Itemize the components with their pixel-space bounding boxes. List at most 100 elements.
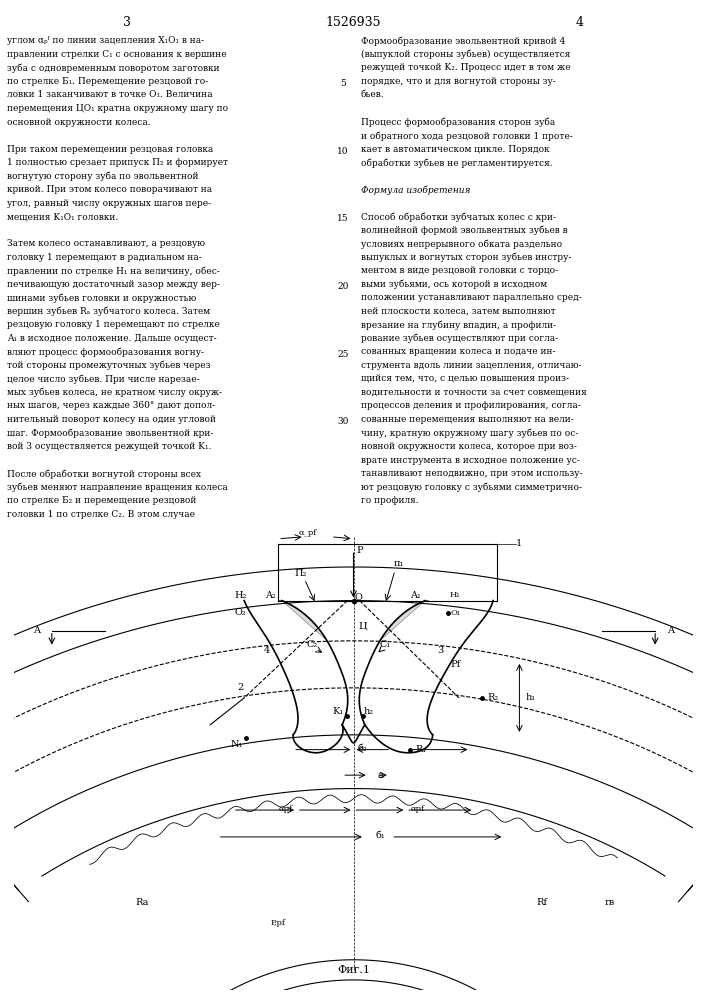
Text: той стороны промежуточных зубьев через: той стороны промежуточных зубьев через	[7, 361, 211, 370]
Text: Способ обработки зубчатых колес с кри-: Способ обработки зубчатых колес с кри-	[361, 212, 556, 222]
Text: го профиля.: го профиля.	[361, 496, 419, 505]
Text: Ц: Ц	[358, 622, 367, 631]
Text: K₁: K₁	[333, 707, 344, 716]
Text: 3: 3	[437, 646, 443, 655]
Text: P: P	[356, 546, 363, 555]
Text: Pf: Pf	[450, 660, 460, 669]
Text: Фиг.1: Фиг.1	[337, 965, 370, 975]
Text: порядке, что и для вогнутой стороны зу-: порядке, что и для вогнутой стороны зу-	[361, 77, 555, 86]
Text: a: a	[377, 771, 382, 780]
Text: щийся тем, что, с целью повышения произ-: щийся тем, что, с целью повышения произ-	[361, 374, 568, 383]
Text: б₁: б₁	[375, 831, 385, 840]
Text: П₂: П₂	[295, 569, 307, 578]
Text: рование зубьев осуществляют при согла-: рование зубьев осуществляют при согла-	[361, 334, 558, 343]
Text: A: A	[667, 626, 674, 635]
Text: головку 1 перемещают в радиальном на-: головку 1 перемещают в радиальном на-	[7, 253, 201, 262]
Text: A₁ в исходное положение. Дальше осущест-: A₁ в исходное положение. Дальше осущест-	[7, 334, 216, 343]
Text: 3: 3	[123, 16, 132, 29]
Text: Затем колесо останавливают, а резцовую: Затем колесо останавливают, а резцовую	[7, 239, 205, 248]
Text: б₂: б₂	[358, 744, 368, 753]
Text: по стрелке Б₂ и перемещение резцовой: по стрелке Б₂ и перемещение резцовой	[7, 496, 197, 505]
Text: условиях непрерывного обката раздельно: условиях непрерывного обката раздельно	[361, 239, 561, 249]
Text: После обработки вогнутой стороны всех: После обработки вогнутой стороны всех	[7, 469, 201, 479]
Text: шинами зубьев головки и окружностью: шинами зубьев головки и окружностью	[7, 293, 197, 303]
Text: положении устанавливают параллельно сред-: положении устанавливают параллельно сред…	[361, 293, 581, 302]
Text: A₁: A₁	[410, 591, 421, 600]
Text: H₁: H₁	[450, 591, 461, 599]
Text: целое число зубьев. При числе нарезае-: целое число зубьев. При числе нарезае-	[7, 374, 199, 384]
Text: выпуклых и вогнутых сторон зубьев инстру-: выпуклых и вогнутых сторон зубьев инстру…	[361, 253, 571, 262]
Text: обработки зубьев не регламентируется.: обработки зубьев не регламентируется.	[361, 158, 552, 168]
Text: п₁: п₁	[394, 559, 404, 568]
Text: перемещения ЦO₁ кратна окружному шагу по: перемещения ЦO₁ кратна окружному шагу по	[7, 104, 228, 113]
Text: врезание на глубину впадин, а профили-: врезание на глубину впадин, а профили-	[361, 320, 556, 330]
Text: A: A	[33, 626, 40, 635]
Text: угол, равный числу окружных шагов пере-: угол, равный числу окружных шагов пере-	[7, 199, 211, 208]
Text: R₁: R₁	[416, 745, 427, 754]
Text: шаг. Формообразование эвольвентной кри-: шаг. Формообразование эвольвентной кри-	[7, 428, 214, 438]
Text: Процесс формообразования сторон зуба: Процесс формообразования сторон зуба	[361, 118, 555, 127]
Text: и обратного хода резцовой головки 1 проте-: и обратного хода резцовой головки 1 прот…	[361, 131, 573, 141]
Text: 5: 5	[340, 79, 346, 88]
Text: бьев.: бьев.	[361, 90, 384, 99]
Text: ментом в виде резцовой головки с торцо-: ментом в виде резцовой головки с торцо-	[361, 266, 558, 275]
Text: основной окружности колеса.: основной окружности колеса.	[7, 118, 151, 127]
Polygon shape	[380, 601, 429, 640]
Text: αpf: αpf	[279, 805, 293, 813]
Text: O₂: O₂	[235, 608, 246, 617]
Text: Ra: Ra	[136, 898, 149, 907]
Text: 2: 2	[238, 683, 243, 692]
Text: 4: 4	[264, 646, 270, 655]
Text: O₁: O₁	[450, 609, 460, 617]
Text: 1 полностью срезает припуск П₂ и формирует: 1 полностью срезает припуск П₂ и формиру…	[7, 158, 228, 167]
Text: резцовую головку 1 перемещают по стрелке: резцовую головку 1 перемещают по стрелке	[7, 320, 220, 329]
Text: танавливают неподвижно, при этом использу-: танавливают неподвижно, при этом использ…	[361, 469, 582, 478]
Text: 15: 15	[337, 214, 349, 223]
Text: новной окружности колеса, которое при воз-: новной окружности колеса, которое при во…	[361, 442, 576, 451]
Text: ней плоскости колеса, затем выполняют: ней плоскости колеса, затем выполняют	[361, 307, 555, 316]
Text: сованные перемещения выполняют на вели-: сованные перемещения выполняют на вели-	[361, 415, 573, 424]
Text: зубьев меняют направление вращения колеса: зубьев меняют направление вращения колес…	[7, 483, 228, 492]
Text: режущей точкой K₂. Процесс идет в том же: режущей точкой K₂. Процесс идет в том же	[361, 63, 570, 72]
Text: головки 1 по стрелке C₂. В этом случае: головки 1 по стрелке C₂. В этом случае	[7, 510, 195, 519]
Text: N₁: N₁	[230, 740, 243, 749]
Text: 20: 20	[337, 282, 349, 291]
Text: нительный поворот колесу на один угловой: нительный поворот колесу на один угловой	[7, 415, 216, 424]
Text: мых зубьев колеса, не кратном числу окруж-: мых зубьев колеса, не кратном числу окру…	[7, 388, 222, 397]
Text: 1: 1	[516, 539, 522, 548]
Text: O: O	[354, 593, 362, 602]
Text: углом αₚᶠ по линии зацепления X₁O₁ в на-: углом αₚᶠ по линии зацепления X₁O₁ в на-	[7, 36, 204, 45]
Text: вой 3 осуществляется режущей точкой K₁.: вой 3 осуществляется режущей точкой K₁.	[7, 442, 211, 451]
Text: процессов деления и профилирования, согла-: процессов деления и профилирования, согл…	[361, 401, 580, 410]
Text: Формообразование эвольвентной кривой 4: Формообразование эвольвентной кривой 4	[361, 36, 565, 46]
Text: C₁: C₁	[380, 640, 391, 649]
Text: зуба с одновременным поворотом заготовки: зуба с одновременным поворотом заготовки	[7, 63, 220, 73]
Text: струмента вдоль линии зацепления, отличаю-: струмента вдоль линии зацепления, отлича…	[361, 361, 581, 370]
Text: A₂: A₂	[265, 591, 276, 600]
Text: мещения K₁O₁ головки.: мещения K₁O₁ головки.	[7, 212, 118, 221]
Text: αpf: αpf	[411, 805, 425, 813]
Text: Rf: Rf	[537, 898, 547, 907]
Text: печивающую достаточный зазор между вер-: печивающую достаточный зазор между вер-	[7, 280, 220, 289]
Text: выми зубьями, ось которой в исходном: выми зубьями, ось которой в исходном	[361, 280, 547, 289]
Text: чину, кратную окружному шагу зубьев по ос-: чину, кратную окружному шагу зубьев по о…	[361, 428, 578, 438]
Text: C₂: C₂	[306, 640, 317, 649]
Text: ловки 1 заканчивают в точке O₁. Величина: ловки 1 заканчивают в точке O₁. Величина	[7, 90, 213, 99]
Text: 1526935: 1526935	[326, 16, 381, 29]
Text: волинейной формой эвольвентных зубьев в: волинейной формой эвольвентных зубьев в	[361, 226, 567, 235]
Text: (выпуклой стороны зубьев) осуществляется: (выпуклой стороны зубьев) осуществляется	[361, 50, 570, 59]
Text: ют резцовую головку с зубьями симметрично-: ют резцовую головку с зубьями симметричн…	[361, 483, 582, 492]
Text: сованных вращении колеса и подаче ин-: сованных вращении колеса и подаче ин-	[361, 347, 555, 356]
Text: h₁: h₁	[526, 693, 536, 702]
Text: Формула изобретения: Формула изобретения	[361, 185, 470, 195]
Text: ных шагов, через каждые 360° дают допол-: ных шагов, через каждые 360° дают допол-	[7, 401, 215, 410]
Text: R₂: R₂	[487, 693, 498, 702]
Text: При таком перемещении резцовая головка: При таком перемещении резцовая головка	[7, 145, 214, 154]
Text: H₂: H₂	[234, 591, 247, 600]
Text: h₂: h₂	[363, 707, 373, 716]
Text: вляют процесс формообразования вогну-: вляют процесс формообразования вогну-	[7, 347, 204, 357]
Text: 30: 30	[337, 417, 349, 426]
Text: кает в автоматическом цикле. Порядок: кает в автоматическом цикле. Порядок	[361, 145, 549, 154]
Text: по стрелке Б₁. Перемещение резцовой го-: по стрелке Б₁. Перемещение резцовой го-	[7, 77, 209, 86]
Text: правлении стрелки C₁ с основания к вершине: правлении стрелки C₁ с основания к верши…	[7, 50, 227, 59]
